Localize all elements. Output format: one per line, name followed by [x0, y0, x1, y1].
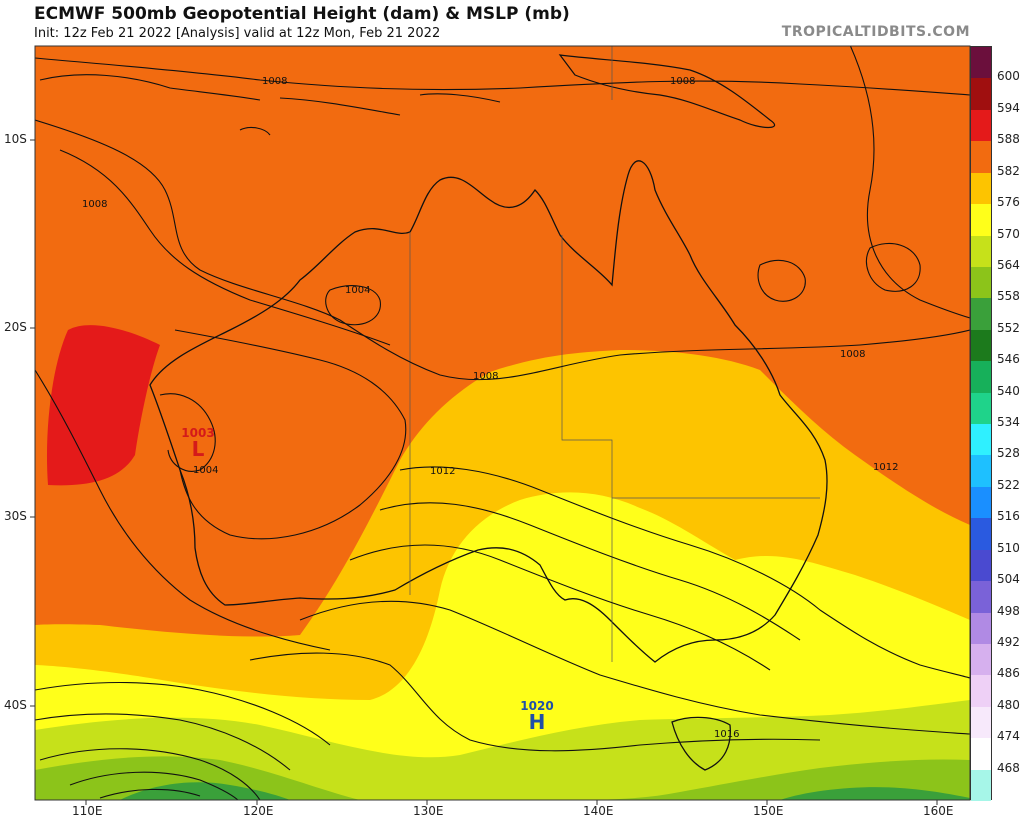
colorbar-level-label: 510 [997, 540, 1020, 555]
colorbar-segment [971, 109, 991, 142]
colorbar-segment [971, 643, 991, 676]
colorbar-level-label: 564 [997, 257, 1020, 272]
isobar-label: 1008 [840, 349, 866, 360]
colorbar-segment [971, 549, 991, 582]
colorbar-level-label: 504 [997, 572, 1020, 587]
colorbar-segment [971, 172, 991, 205]
colorbar-level-label: 600 [997, 69, 1020, 84]
lon-label: 120E [243, 804, 274, 818]
isobar-label: 1008 [82, 199, 108, 210]
lon-label: 140E [583, 804, 614, 818]
colorbar-segment [971, 204, 991, 236]
colorbar-segment [971, 455, 991, 488]
axis-ticks [30, 139, 938, 805]
isobar-label: 1004 [193, 465, 219, 476]
map-subtitle: Init: 12z Feb 21 2022 [Analysis] valid a… [34, 26, 441, 41]
colorbar-segment [971, 769, 991, 802]
colorbar-level-label: 558 [997, 289, 1020, 304]
colorbar-segment [971, 235, 991, 268]
lon-label: 160E [923, 804, 954, 818]
lat-label: 10S [4, 132, 27, 146]
colorbar-level-label: 546 [997, 352, 1020, 367]
indonesia-coastline [39, 74, 501, 136]
state-borders [409, 46, 820, 662]
isobar-label: 1012 [430, 466, 456, 477]
colorbar-level-label: 522 [997, 477, 1020, 492]
isobar-label: 1016 [714, 729, 740, 740]
lat-label: 30S [4, 509, 27, 523]
colorbar-level-label: 486 [997, 666, 1020, 681]
colorbar-segment [971, 706, 991, 739]
high-pressure-letter: H [528, 710, 546, 734]
colorbar-segment [971, 78, 991, 111]
field-558 [35, 756, 970, 800]
site-watermark: TROPICALTIDBITS.COM [781, 24, 970, 40]
colorbar-level-label: 468 [997, 760, 1020, 775]
colorbar-level-label: 492 [997, 634, 1020, 649]
colorbar-level-label: 498 [997, 603, 1020, 618]
low-pressure-center: 1003 L [178, 426, 218, 461]
isobars [35, 46, 970, 800]
tasmania-coastline [671, 716, 731, 771]
low-pressure-value: 1003 [181, 426, 215, 440]
colorbar-level-label: 516 [997, 509, 1020, 524]
isobar-label: 1008 [262, 76, 288, 87]
lat-label: 20S [4, 320, 27, 334]
colorbar-segment [971, 486, 991, 519]
colorbar-segment [971, 266, 991, 299]
isobar-label: 1012 [873, 462, 899, 473]
colorbar-segment [971, 329, 991, 362]
isobar-label: 1008 [670, 76, 696, 87]
australia-coastline [149, 160, 828, 663]
colorbar-level-label: 528 [997, 446, 1020, 461]
colorbar-segment [971, 361, 991, 394]
colorbar-segment [971, 392, 991, 425]
colorbar-segment [971, 581, 991, 613]
colorbar-level-label: 570 [997, 226, 1020, 241]
high-pressure-center: 1020 H [517, 699, 557, 734]
lon-label: 130E [413, 804, 444, 818]
colorbar-segment [971, 424, 991, 456]
colorbar-segment [971, 141, 991, 174]
field-588 [46, 325, 160, 486]
isobar-label: 1004 [345, 285, 371, 296]
colorbar-level-label: 594 [997, 100, 1020, 115]
colorbar-segment [971, 612, 991, 645]
colorbar-level-label: 582 [997, 163, 1020, 178]
colorbar [970, 46, 992, 802]
low-pressure-letter: L [191, 437, 205, 461]
high-pressure-value: 1020 [520, 699, 554, 713]
colorbar-level-label: 534 [997, 415, 1020, 429]
lon-label: 110E [72, 804, 103, 818]
lon-label: 150E [753, 804, 784, 818]
lat-label: 40S [4, 698, 27, 712]
colorbar-level-label: 474 [997, 729, 1020, 744]
colorbar-segment [971, 675, 991, 708]
isobar-label: 1008 [473, 371, 499, 382]
colorbar-segment [971, 47, 991, 79]
field-552-east [780, 787, 970, 800]
colorbar-segment [971, 518, 991, 551]
colorbar-level-label: 552 [997, 320, 1020, 335]
colorbar-level-label: 588 [997, 132, 1020, 147]
colorbar-level-label: 540 [997, 383, 1020, 398]
map-title: ECMWF 500mb Geopotential Height (dam) & … [34, 4, 570, 24]
colorbar-segment [971, 738, 991, 771]
colorbar-segment [971, 298, 991, 331]
colorbar-level-label: 480 [997, 697, 1020, 712]
field-552 [120, 782, 290, 800]
new-guinea-coastline [558, 54, 776, 129]
colorbar-level-label: 576 [997, 195, 1020, 210]
